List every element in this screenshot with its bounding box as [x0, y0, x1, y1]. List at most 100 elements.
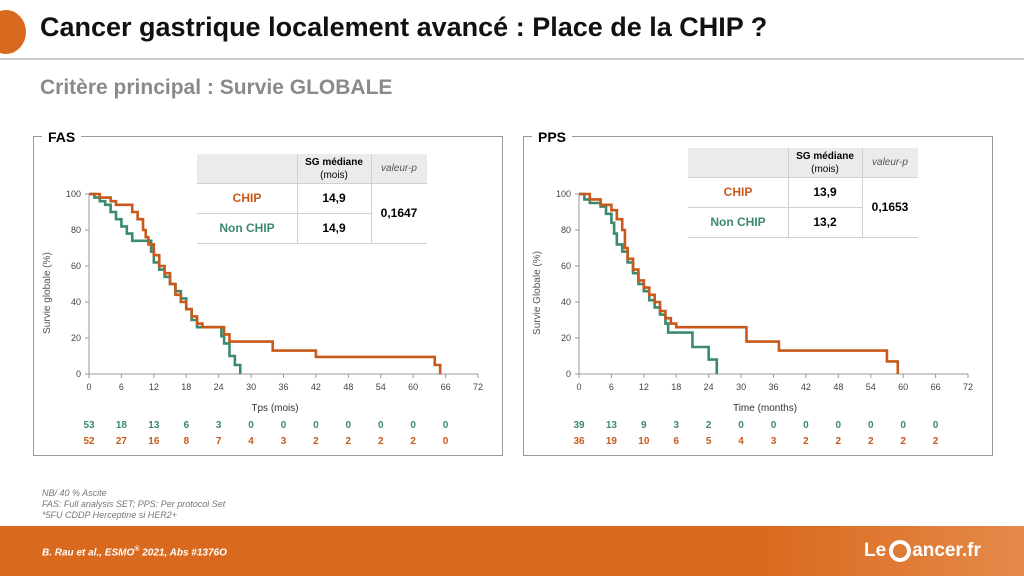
pps-median-table: SG médiane (mois) valeur-p CHIP 13,9 Non… — [688, 148, 918, 238]
y-tick-label: 0 — [566, 369, 571, 379]
y-tick-label: 20 — [561, 333, 571, 343]
at-risk-chip-count: 8 — [183, 436, 189, 447]
y-tick-label: 80 — [561, 225, 571, 235]
at-risk-chip-count: 2 — [313, 436, 319, 447]
median-column-title: SG médiane — [796, 150, 854, 162]
at-risk-non-chip-count: 0 — [738, 420, 744, 431]
x-tick-label: 6 — [609, 382, 614, 392]
p-value: 0,1653 — [871, 200, 909, 214]
fas-panel-label: FAS — [42, 129, 82, 145]
table-divider — [197, 183, 427, 184]
logo-c-mark-icon — [889, 540, 912, 562]
chip-survival-curve — [579, 192, 900, 374]
p-value-column-header: valeur-p — [872, 157, 908, 168]
at-risk-chip-count: 2 — [346, 436, 352, 447]
y-tick-label: 60 — [561, 261, 571, 271]
x-tick-label: 24 — [214, 382, 224, 392]
citation: B. Rau et al., ESMO® 2021, Abs #1376O — [42, 546, 227, 558]
at-risk-non-chip-count: 9 — [641, 420, 647, 431]
at-risk-chip-count: 2 — [378, 436, 384, 447]
y-axis-title: Survie Globale (%) — [532, 251, 543, 335]
x-tick-label: 54 — [866, 382, 876, 392]
table-col-divider — [371, 154, 372, 244]
fas-panel — [33, 136, 503, 456]
non-chip-row-label: Non CHIP — [219, 221, 275, 235]
x-tick-label: 66 — [931, 382, 941, 392]
x-tick-label: 36 — [278, 382, 288, 392]
x-tick-label: 72 — [473, 382, 483, 392]
table-col-divider — [297, 154, 298, 244]
chip-median-value: 13,9 — [813, 185, 837, 199]
non-chip-row-label: Non CHIP — [710, 215, 766, 229]
chip-row-label: CHIP — [232, 191, 262, 205]
x-tick-label: 48 — [833, 382, 843, 392]
at-risk-non-chip-count: 0 — [771, 420, 777, 431]
at-risk-non-chip-count: 0 — [248, 420, 254, 431]
at-risk-non-chip-count: 53 — [83, 420, 95, 431]
table-col-divider — [862, 148, 863, 238]
at-risk-non-chip-count: 0 — [346, 420, 352, 431]
table-header-bg — [688, 148, 918, 177]
x-tick-label: 36 — [768, 382, 778, 392]
median-column-unit: (mois) — [811, 163, 839, 175]
at-risk-non-chip-count: 13 — [606, 420, 618, 431]
x-tick-label: 60 — [408, 382, 418, 392]
x-tick-label: 60 — [898, 382, 908, 392]
page-title: Cancer gastrique localement avancé : Pla… — [40, 12, 768, 42]
y-axis-title: Survie globale (%) — [42, 252, 53, 334]
table-header-bg — [197, 154, 427, 183]
pps-survival-chart: Survie Globale (%) Time (months) 0204060… — [532, 189, 973, 447]
chip-median-value: 14,9 — [322, 191, 346, 205]
y-tick-label: 100 — [556, 189, 571, 199]
at-risk-chip-count: 5 — [706, 436, 712, 447]
at-risk-non-chip-count: 3 — [216, 420, 222, 431]
at-risk-chip-count: 2 — [803, 436, 809, 447]
at-risk-non-chip-count: 0 — [281, 420, 287, 431]
x-tick-label: 24 — [704, 382, 714, 392]
x-tick-label: 12 — [639, 382, 649, 392]
at-risk-chip-count: 6 — [673, 436, 679, 447]
footnote-line: FAS: Full analysis SET; PPS: Per protoco… — [42, 499, 226, 509]
footnote-line: *5FU CDDP Herceptine si HER2+ — [42, 510, 177, 520]
at-risk-chip-count: 4 — [738, 436, 744, 447]
title-accent-shape — [0, 10, 26, 54]
at-risk-non-chip-count: 0 — [933, 420, 939, 431]
table-divider — [197, 243, 427, 244]
table-col-divider — [788, 148, 789, 238]
pps-panel — [523, 136, 993, 456]
x-tick-label: 12 — [149, 382, 159, 392]
x-tick-label: 0 — [86, 382, 91, 392]
y-tick-label: 0 — [76, 369, 81, 379]
at-risk-chip-count: 27 — [116, 436, 128, 447]
x-tick-label: 54 — [376, 382, 386, 392]
at-risk-chip-count: 36 — [573, 436, 585, 447]
at-risk-chip-count: 52 — [83, 436, 95, 447]
table-divider — [688, 237, 918, 238]
at-risk-chip-count: 2 — [900, 436, 906, 447]
table-divider — [197, 213, 371, 214]
at-risk-chip-count: 2 — [410, 436, 416, 447]
at-risk-non-chip-count: 0 — [378, 420, 384, 431]
x-tick-label: 42 — [801, 382, 811, 392]
lecancer-logo[interactable]: Le ancer.fr — [864, 538, 981, 564]
non-chip-median-value: 13,2 — [813, 215, 837, 229]
x-tick-label: 30 — [246, 382, 256, 392]
x-tick-label: 30 — [736, 382, 746, 392]
y-tick-label: 40 — [561, 297, 571, 307]
x-tick-label: 72 — [963, 382, 973, 392]
at-risk-chip-count: 10 — [638, 436, 650, 447]
citation-reference: 2021, Abs #1376O — [139, 547, 227, 559]
at-risk-non-chip-count: 0 — [868, 420, 874, 431]
title-divider — [0, 58, 1024, 60]
p-value-column-header: valeur-p — [381, 163, 417, 174]
citation-authors: B. Rau et al., ESMO — [42, 547, 135, 559]
median-column-title: SG médiane — [305, 156, 363, 168]
x-tick-label: 18 — [181, 382, 191, 392]
at-risk-non-chip-count: 39 — [573, 420, 585, 431]
non-chip-survival-curve — [579, 192, 719, 374]
x-tick-label: 48 — [343, 382, 353, 392]
at-risk-non-chip-count: 13 — [148, 420, 160, 431]
at-risk-chip-count: 16 — [148, 436, 160, 447]
x-axis-title: Time (months) — [733, 403, 797, 414]
